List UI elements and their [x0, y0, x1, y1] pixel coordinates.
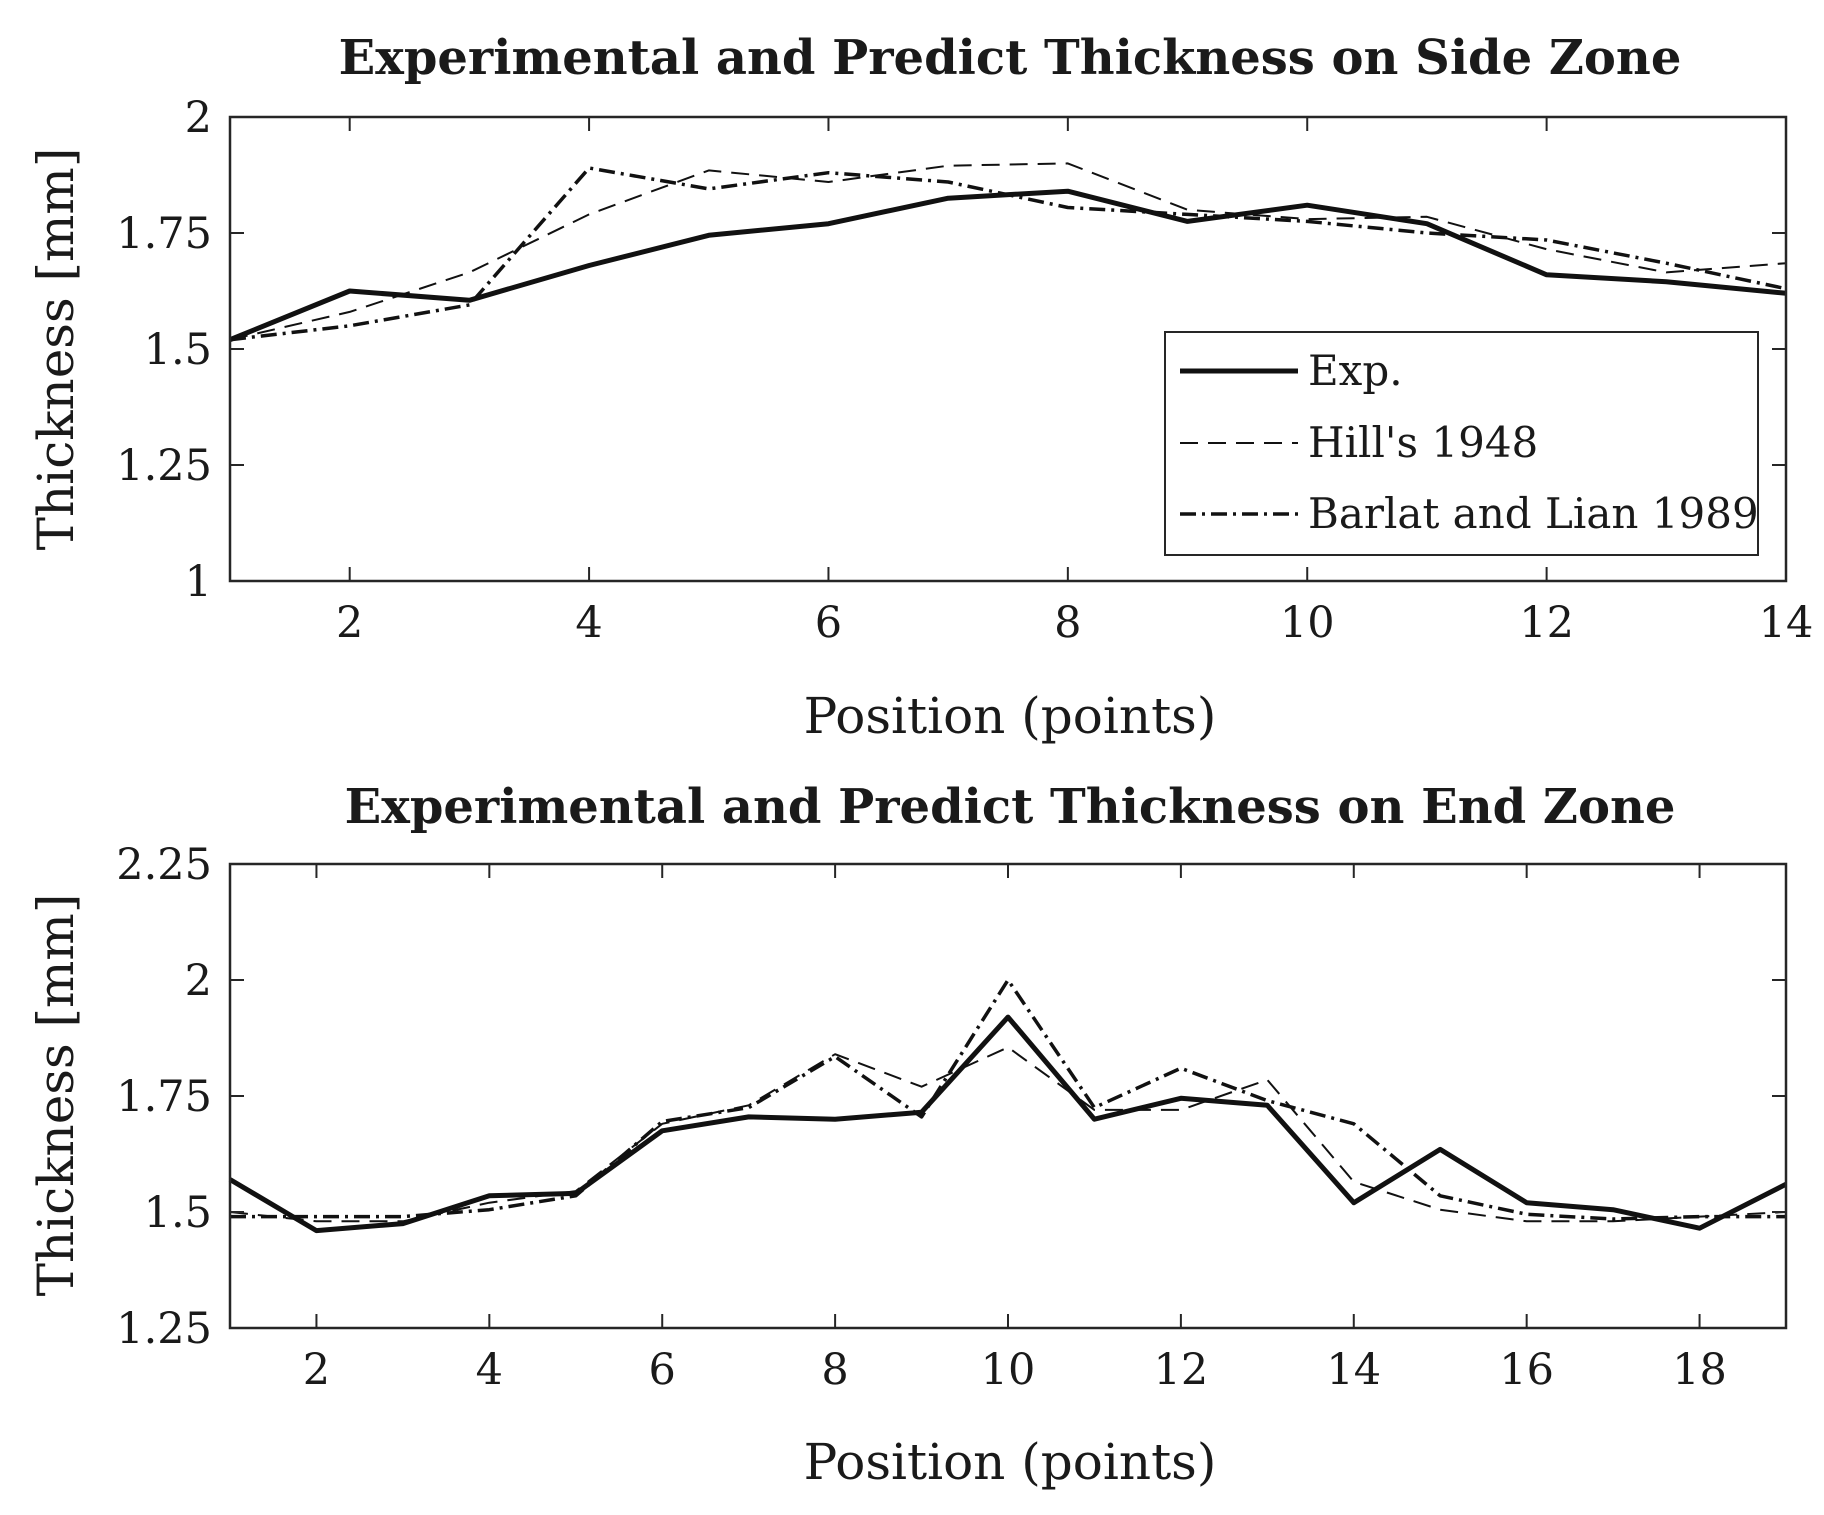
y-tick-labels: 1 1.25 1.5 1.75 2 [116, 93, 212, 607]
y-tick-labels: 1.25 1.5 1.75 2 2.25 [116, 840, 212, 1354]
series-line-hill-s-1948 [229, 1046, 1787, 1223]
chart-side-zone: Experimental and Predict Thickness on Si… [27, 30, 1813, 745]
series-line-barlat-and-lian-1989 [229, 166, 1787, 342]
plot-lines [229, 162, 1787, 343]
chart-end-zone: Experimental and Predict Thickness on En… [27, 779, 1788, 1491]
y-axis-label: Thickness [mm] [27, 148, 85, 551]
x-tick-label: 12 [1154, 1345, 1209, 1395]
y-tick-label: 1.25 [116, 1304, 212, 1354]
x-tick-label: 8 [1054, 598, 1081, 648]
x-tick-label: 16 [1499, 1345, 1554, 1395]
plot-lines [228, 978, 1788, 1234]
x-tick-label: 8 [821, 1345, 848, 1395]
x-tick-label: 6 [815, 598, 842, 648]
x-tick-label: 4 [575, 598, 602, 648]
x-tick-label: 10 [981, 1345, 1036, 1395]
chart-title: Experimental and Predict Thickness on En… [345, 779, 1676, 835]
y-axis-label: Thickness [mm] [27, 894, 85, 1297]
y-tick-label: 1.75 [116, 209, 212, 259]
y-tick-label: 2 [185, 956, 212, 1006]
x-tick-labels: 2 4 6 8 10 12 14 16 18 [303, 1345, 1727, 1395]
y-tick-label: 2 [185, 93, 212, 143]
x-axis-label: Position (points) [804, 1433, 1217, 1491]
y-tick-label: 1 [185, 557, 212, 607]
x-tick-label: 2 [336, 598, 363, 648]
chart-title: Experimental and Predict Thickness on Si… [339, 30, 1682, 86]
x-tick-label: 2 [303, 1345, 330, 1395]
series-line-exp [228, 1014, 1788, 1234]
legend-label-exp: Exp. [1308, 346, 1403, 395]
ticks [230, 863, 1786, 1329]
series-line-barlat-and-lian-1989 [230, 978, 1786, 1221]
x-tick-label: 14 [1759, 598, 1814, 648]
x-tick-label: 14 [1326, 1345, 1381, 1395]
x-tick-label: 12 [1519, 598, 1574, 648]
x-tick-label: 18 [1672, 1345, 1727, 1395]
x-tick-label: 10 [1280, 598, 1335, 648]
y-tick-label: 2.25 [116, 840, 212, 890]
ticks [230, 116, 1787, 582]
y-tick-label: 1.25 [116, 441, 212, 491]
x-axis-label: Position (points) [804, 687, 1217, 745]
x-tick-label: 6 [649, 1345, 676, 1395]
legend-label-hill: Hill's 1948 [1308, 418, 1538, 467]
y-tick-label: 1.75 [116, 1072, 212, 1122]
x-tick-label: 4 [476, 1345, 503, 1395]
y-tick-label: 1.5 [144, 1188, 212, 1238]
legend: Exp. Hill's 1948 Barlat and Lian 1989 [1164, 331, 1759, 556]
legend-label-barlat: Barlat and Lian 1989 [1308, 489, 1759, 538]
y-tick-label: 1.5 [144, 325, 212, 375]
x-tick-labels: 2 4 6 8 10 12 14 [336, 598, 1813, 648]
